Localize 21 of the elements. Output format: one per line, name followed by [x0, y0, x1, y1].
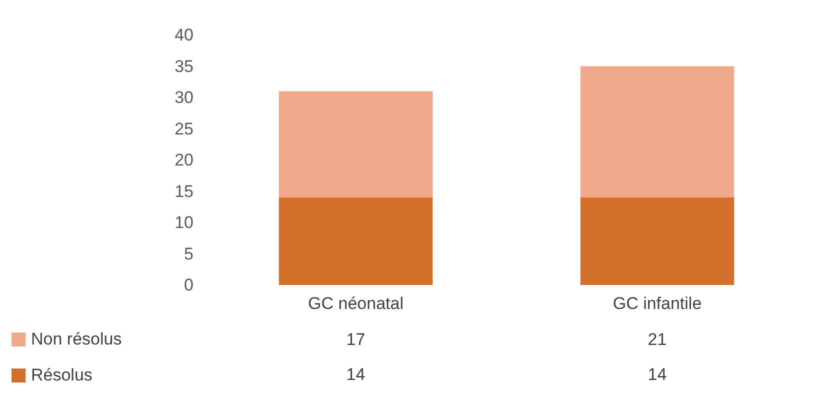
bar	[580, 198, 734, 285]
y-tick-label: 0	[184, 276, 194, 294]
bar	[278, 198, 433, 285]
y-tick-label: 10	[174, 213, 194, 232]
y-tick-label: 15	[174, 182, 194, 201]
data-label: 21	[648, 330, 667, 349]
y-tick-label: 35	[174, 56, 194, 76]
data-label: 17	[346, 330, 366, 349]
legend-label: Résolus	[31, 366, 92, 384]
data-label: 14	[648, 365, 667, 384]
x-tick-label: GC néonatal	[308, 294, 404, 313]
y-tick-label: 40	[174, 26, 194, 44]
bar	[278, 91, 433, 198]
y-tick-label: 25	[174, 119, 194, 138]
y-tick-label: 30	[174, 88, 194, 107]
data-label: 14	[346, 365, 366, 384]
legend-label: Non résolus	[31, 330, 122, 348]
x-tick-label: GC infantile	[612, 294, 702, 313]
bar	[580, 66, 734, 198]
y-tick-label: 5	[184, 244, 194, 264]
y-tick-label: 20	[174, 150, 194, 170]
